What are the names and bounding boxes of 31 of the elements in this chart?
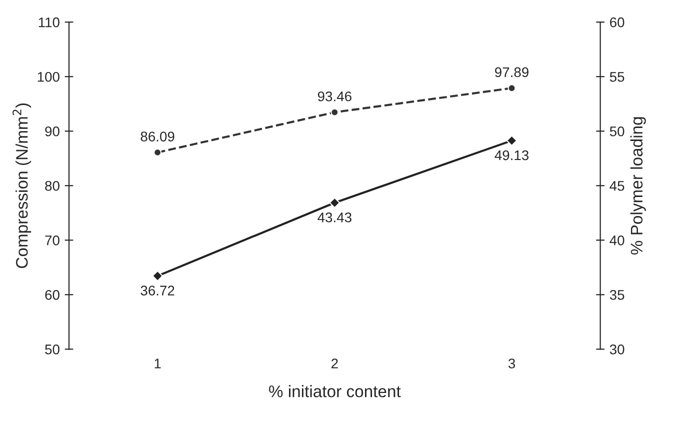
y2-tick-label: 55 xyxy=(610,72,624,82)
y2-tick-label: 35 xyxy=(610,290,624,300)
x-tick-label: 2 xyxy=(331,358,338,368)
y-tick-label: 90 xyxy=(45,126,60,136)
y2-tick-label: 60 xyxy=(610,17,624,28)
y2-tick-label: 50 xyxy=(610,126,624,136)
x-axis-title: % initiator content xyxy=(269,385,401,398)
y-tick-label: 100 xyxy=(38,72,60,82)
y2-tick-label: 40 xyxy=(610,235,624,246)
data-label: 43.43 xyxy=(318,212,352,222)
point xyxy=(508,84,516,92)
y-tick-label: 80 xyxy=(45,180,60,191)
x-tick-label: 3 xyxy=(508,358,515,368)
point xyxy=(152,270,163,282)
data-label: 86.09 xyxy=(140,132,174,142)
y-tick-label: 50 xyxy=(45,344,60,354)
y2-tick-label: 45 xyxy=(610,181,624,191)
y-tick-label: 60 xyxy=(45,290,60,300)
data-label: 93.46 xyxy=(318,91,352,102)
point xyxy=(330,108,339,116)
x-tick-label: 1 xyxy=(154,358,161,368)
y2-tick-label: 30 xyxy=(610,344,624,354)
y-tick-label: 70 xyxy=(45,235,60,246)
y-tick-label: 110 xyxy=(38,17,60,28)
data-label: 36.72 xyxy=(140,286,174,296)
data-label: 49.13 xyxy=(494,150,529,160)
y2-axis-title: % Polymer loading xyxy=(630,117,646,255)
data-label: 97.89 xyxy=(495,67,528,78)
point xyxy=(329,197,340,208)
point xyxy=(506,135,518,146)
y-axis-title: Compression (N/mm$^{2}$) xyxy=(12,104,32,268)
